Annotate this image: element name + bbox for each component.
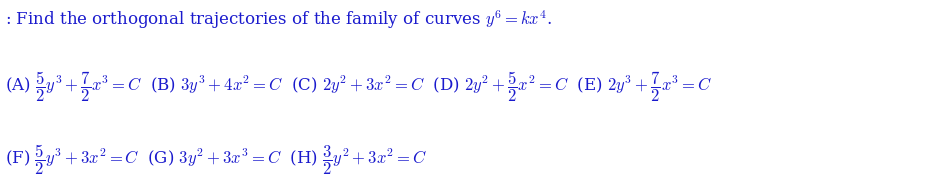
Text: (A) $\dfrac{5}{2}y^{3} + \dfrac{7}{2}x^{3} = C$  (B) $3y^{3} + 4x^{2} = C$  (C) : (A) $\dfrac{5}{2}y^{3} + \dfrac{7}{2}x^{… xyxy=(5,70,712,104)
Text: : Find the orthogonal trajectories of the family of curves $y^{6} = kx^{4}$.: : Find the orthogonal trajectories of th… xyxy=(5,9,552,31)
Text: (F) $\dfrac{5}{2}y^{3} + 3x^{2} = C$  (G) $3y^{2} + 3x^{3} = C$  (H) $\dfrac{3}{: (F) $\dfrac{5}{2}y^{3} + 3x^{2} = C$ (G)… xyxy=(5,143,427,174)
